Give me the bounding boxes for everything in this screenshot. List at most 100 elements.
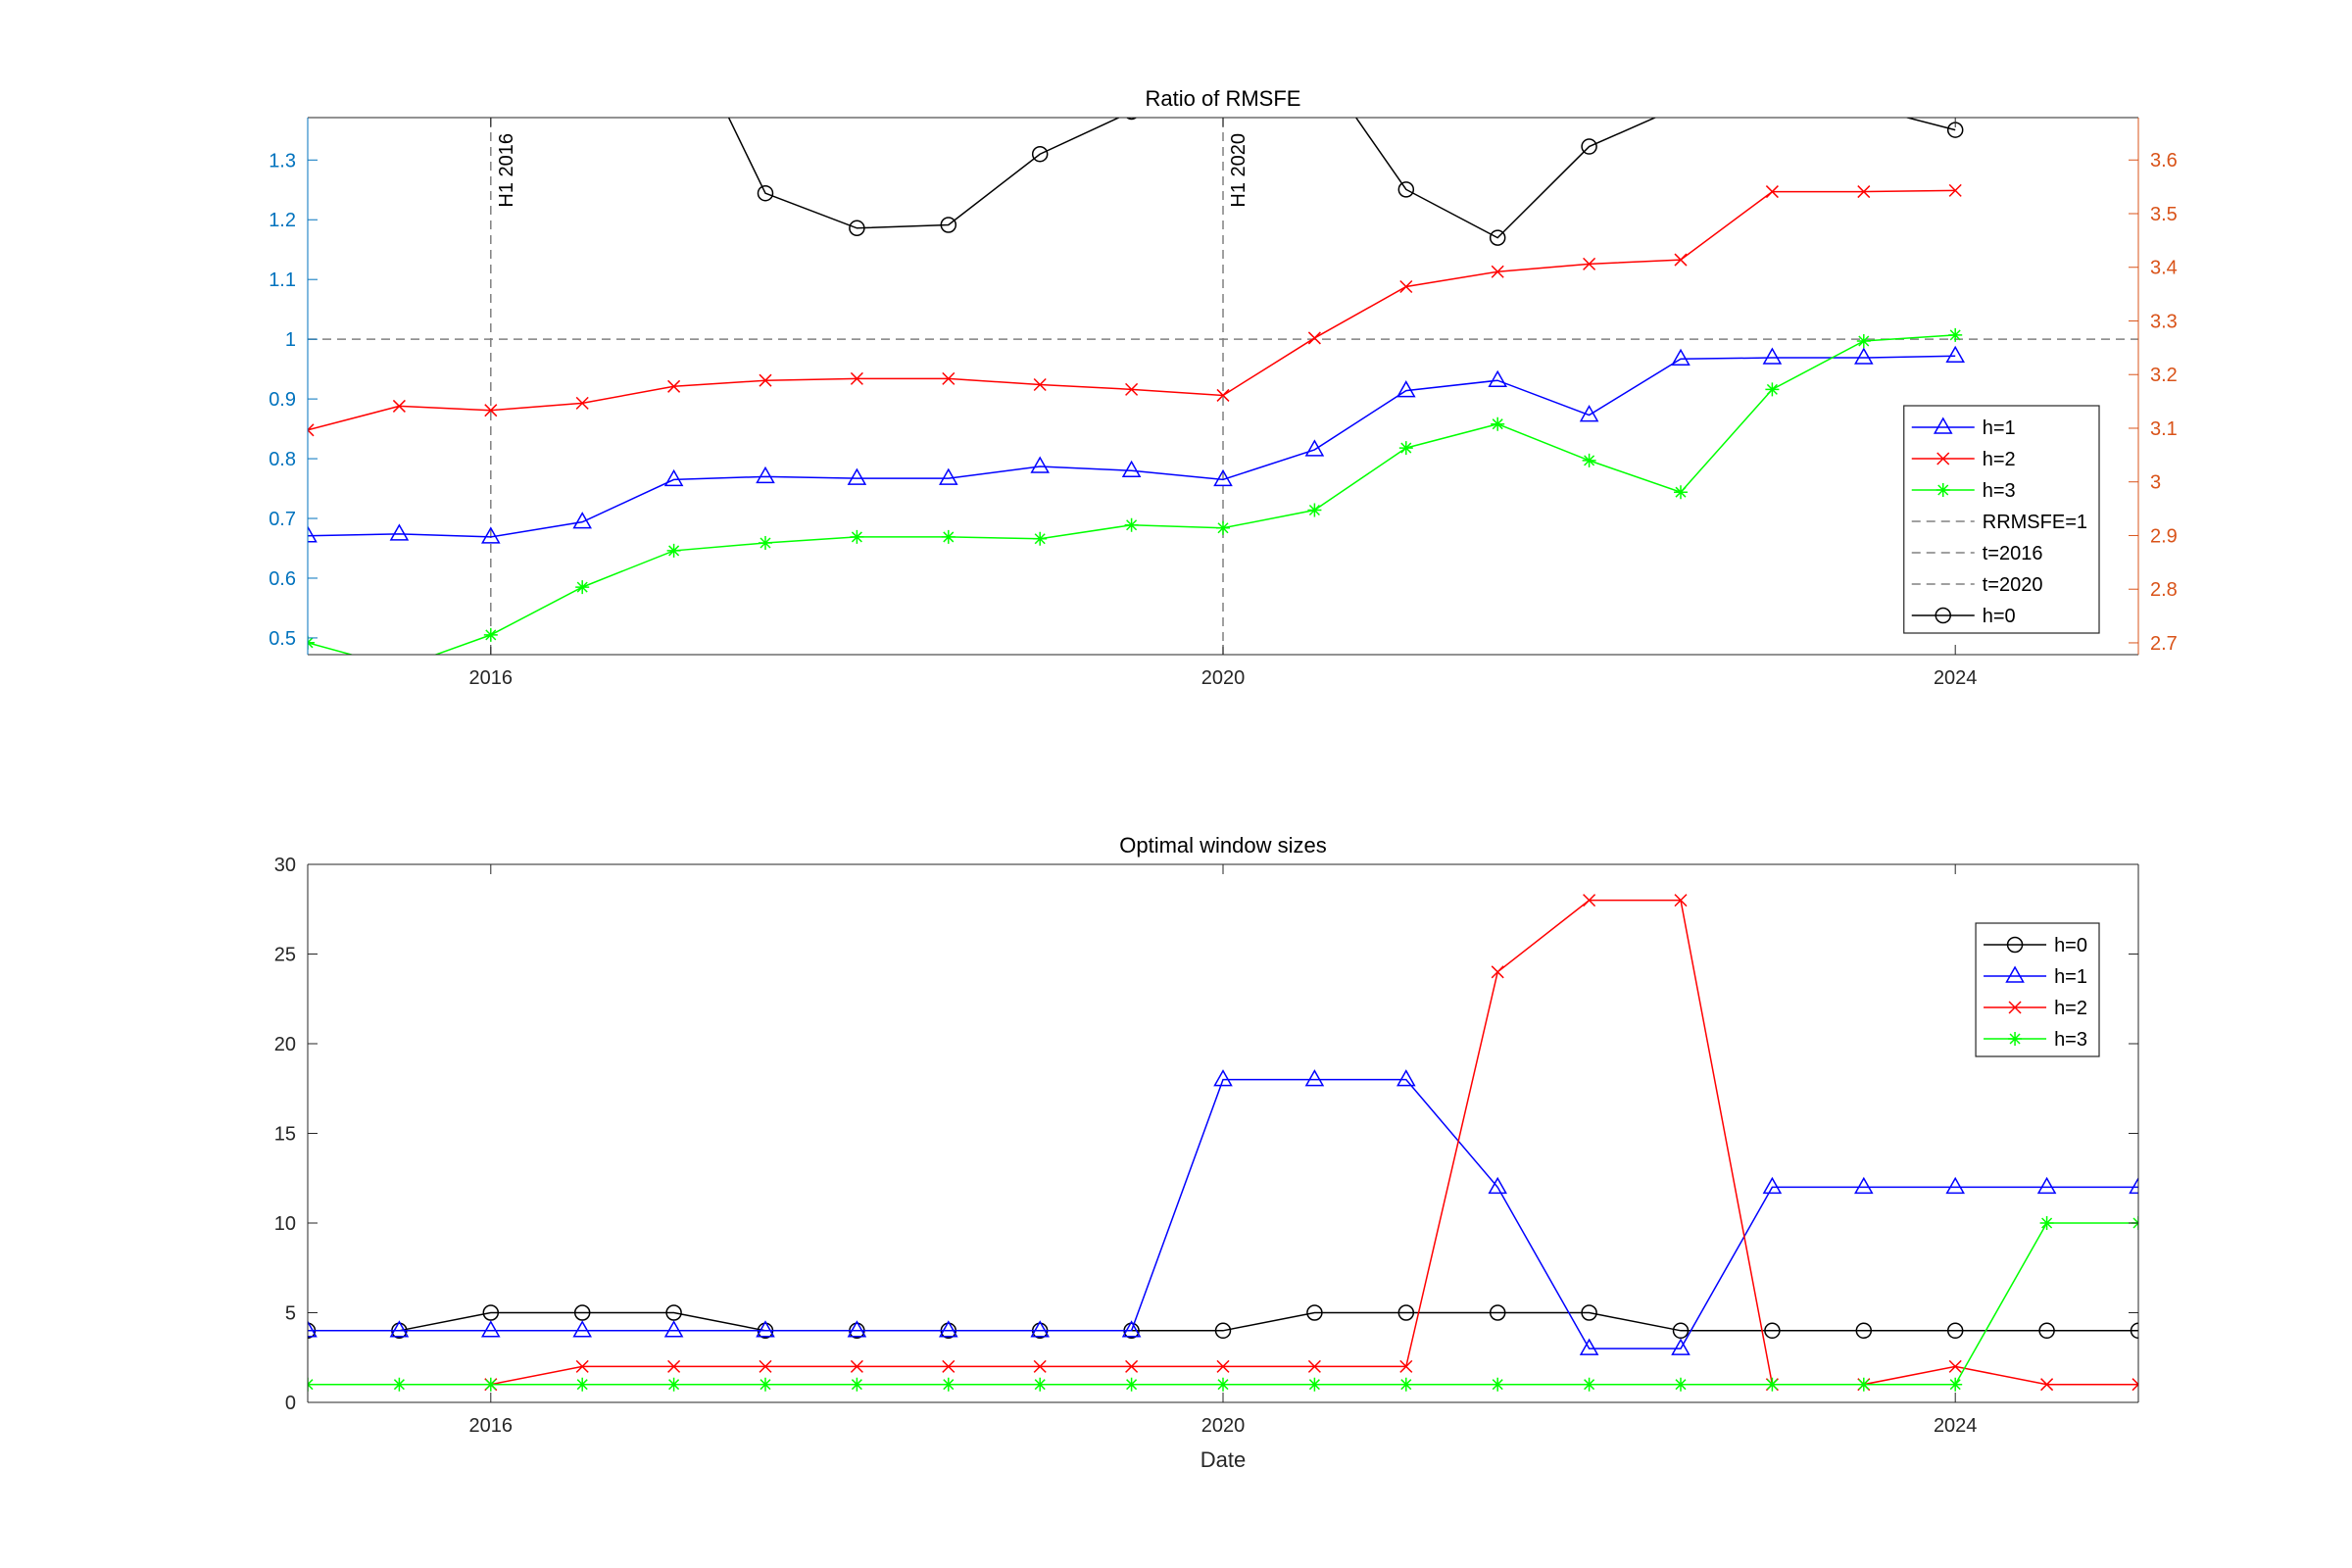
marker [1216,520,1230,535]
series-line [308,355,1956,538]
legend-label: t=2020 [1983,574,2043,596]
y-tick-label: 1.3 [269,150,296,172]
marker [1945,345,1965,363]
series-line [308,1311,2138,1332]
legend-label: h=3 [2054,1029,2087,1051]
marker [575,396,589,410]
marker [1030,1320,1050,1338]
legend-marker [2005,965,2025,983]
marker [2129,1176,2138,1195]
marker [850,529,864,544]
marker [941,529,956,544]
x-tick-label: 2020 [1201,667,1246,689]
marker [575,1359,589,1373]
marker [1124,1377,1139,1392]
legend-label: h=0 [1983,606,2016,627]
marker [1583,257,1596,270]
chart-title: Ratio of RMSFE [1146,86,1301,111]
legend-label: h=1 [1983,417,2016,439]
y2-tick-label: 3.2 [2150,365,2178,386]
marker [1033,377,1047,392]
plot-area [308,118,2138,655]
legend-label: h=2 [2054,998,2087,1019]
legend-marker [2008,1032,2023,1046]
marker [1764,1322,1781,1340]
reference-label: H1 2016 [496,133,517,208]
x-tick-label: 2024 [1934,1415,1978,1437]
y2-tick-label: 3 [2150,472,2161,494]
marker [942,1359,956,1373]
marker [759,1359,772,1373]
y-tick-label: 15 [274,1124,296,1146]
marker [759,536,772,551]
marker [389,1320,410,1338]
marker [1398,441,1413,456]
marker [1855,1322,1873,1340]
marker [1396,1069,1416,1087]
marker [484,404,498,417]
marker [666,1377,681,1392]
marker [1765,382,1780,397]
marker [2039,1216,2054,1230]
marker [1491,965,1504,979]
x-tick-label: 2024 [1934,667,1978,689]
marker [663,1320,684,1338]
marker [1307,331,1321,345]
marker [1762,347,1783,365]
marker [1856,333,1871,348]
y2-tick-label: 3.4 [2150,258,2178,279]
marker [1491,416,1505,431]
marker [1672,1322,1690,1340]
marker [1765,1377,1780,1392]
marker [308,525,318,543]
legend-box [1903,405,2100,634]
marker [572,1320,592,1338]
marker [939,467,958,485]
marker [1946,1322,1964,1340]
marker [1579,1338,1599,1355]
marker [392,399,406,413]
marker [392,1377,407,1392]
legend-label: h=3 [1983,480,2016,502]
y-tick-label: 30 [274,855,296,876]
marker [666,543,681,558]
y-tick-label: 0 [285,1393,296,1414]
marker [1489,1304,1506,1321]
marker [850,371,863,385]
marker [1216,1359,1230,1373]
legend-label: RRMSFE=1 [1983,512,2087,533]
marker [1396,380,1416,398]
marker [1125,382,1139,396]
y-tick-label: 0.7 [269,509,296,530]
marker [573,1304,591,1321]
marker [1033,1359,1047,1373]
marker [667,379,681,393]
x-tick-label: 2016 [469,667,514,689]
marker [1125,118,1138,121]
marker [1857,185,1871,199]
marker [1489,229,1506,246]
marker [1033,531,1048,546]
legend: h=1 h=2 h=3 RRMSFE=1 t=2016 t=2020 h=0 [1903,405,2100,634]
marker [1674,1377,1688,1392]
marker [2038,1322,2055,1340]
marker [1581,138,1597,155]
plot-area [308,894,2138,1392]
marker [1948,1377,1963,1392]
marker [1674,485,1688,500]
marker [1488,1176,1507,1195]
legend-marker [1935,607,1951,624]
marker [1671,348,1690,367]
marker [1488,369,1507,387]
marker [1030,456,1050,473]
marker [1581,1304,1597,1321]
marker [1948,1359,1962,1373]
marker [575,1377,590,1392]
marker [1491,1377,1505,1392]
y-tick-label: 0.8 [269,449,296,470]
y-tick-label: 20 [274,1034,296,1055]
marker [1121,1320,1142,1338]
marker [481,1320,501,1338]
